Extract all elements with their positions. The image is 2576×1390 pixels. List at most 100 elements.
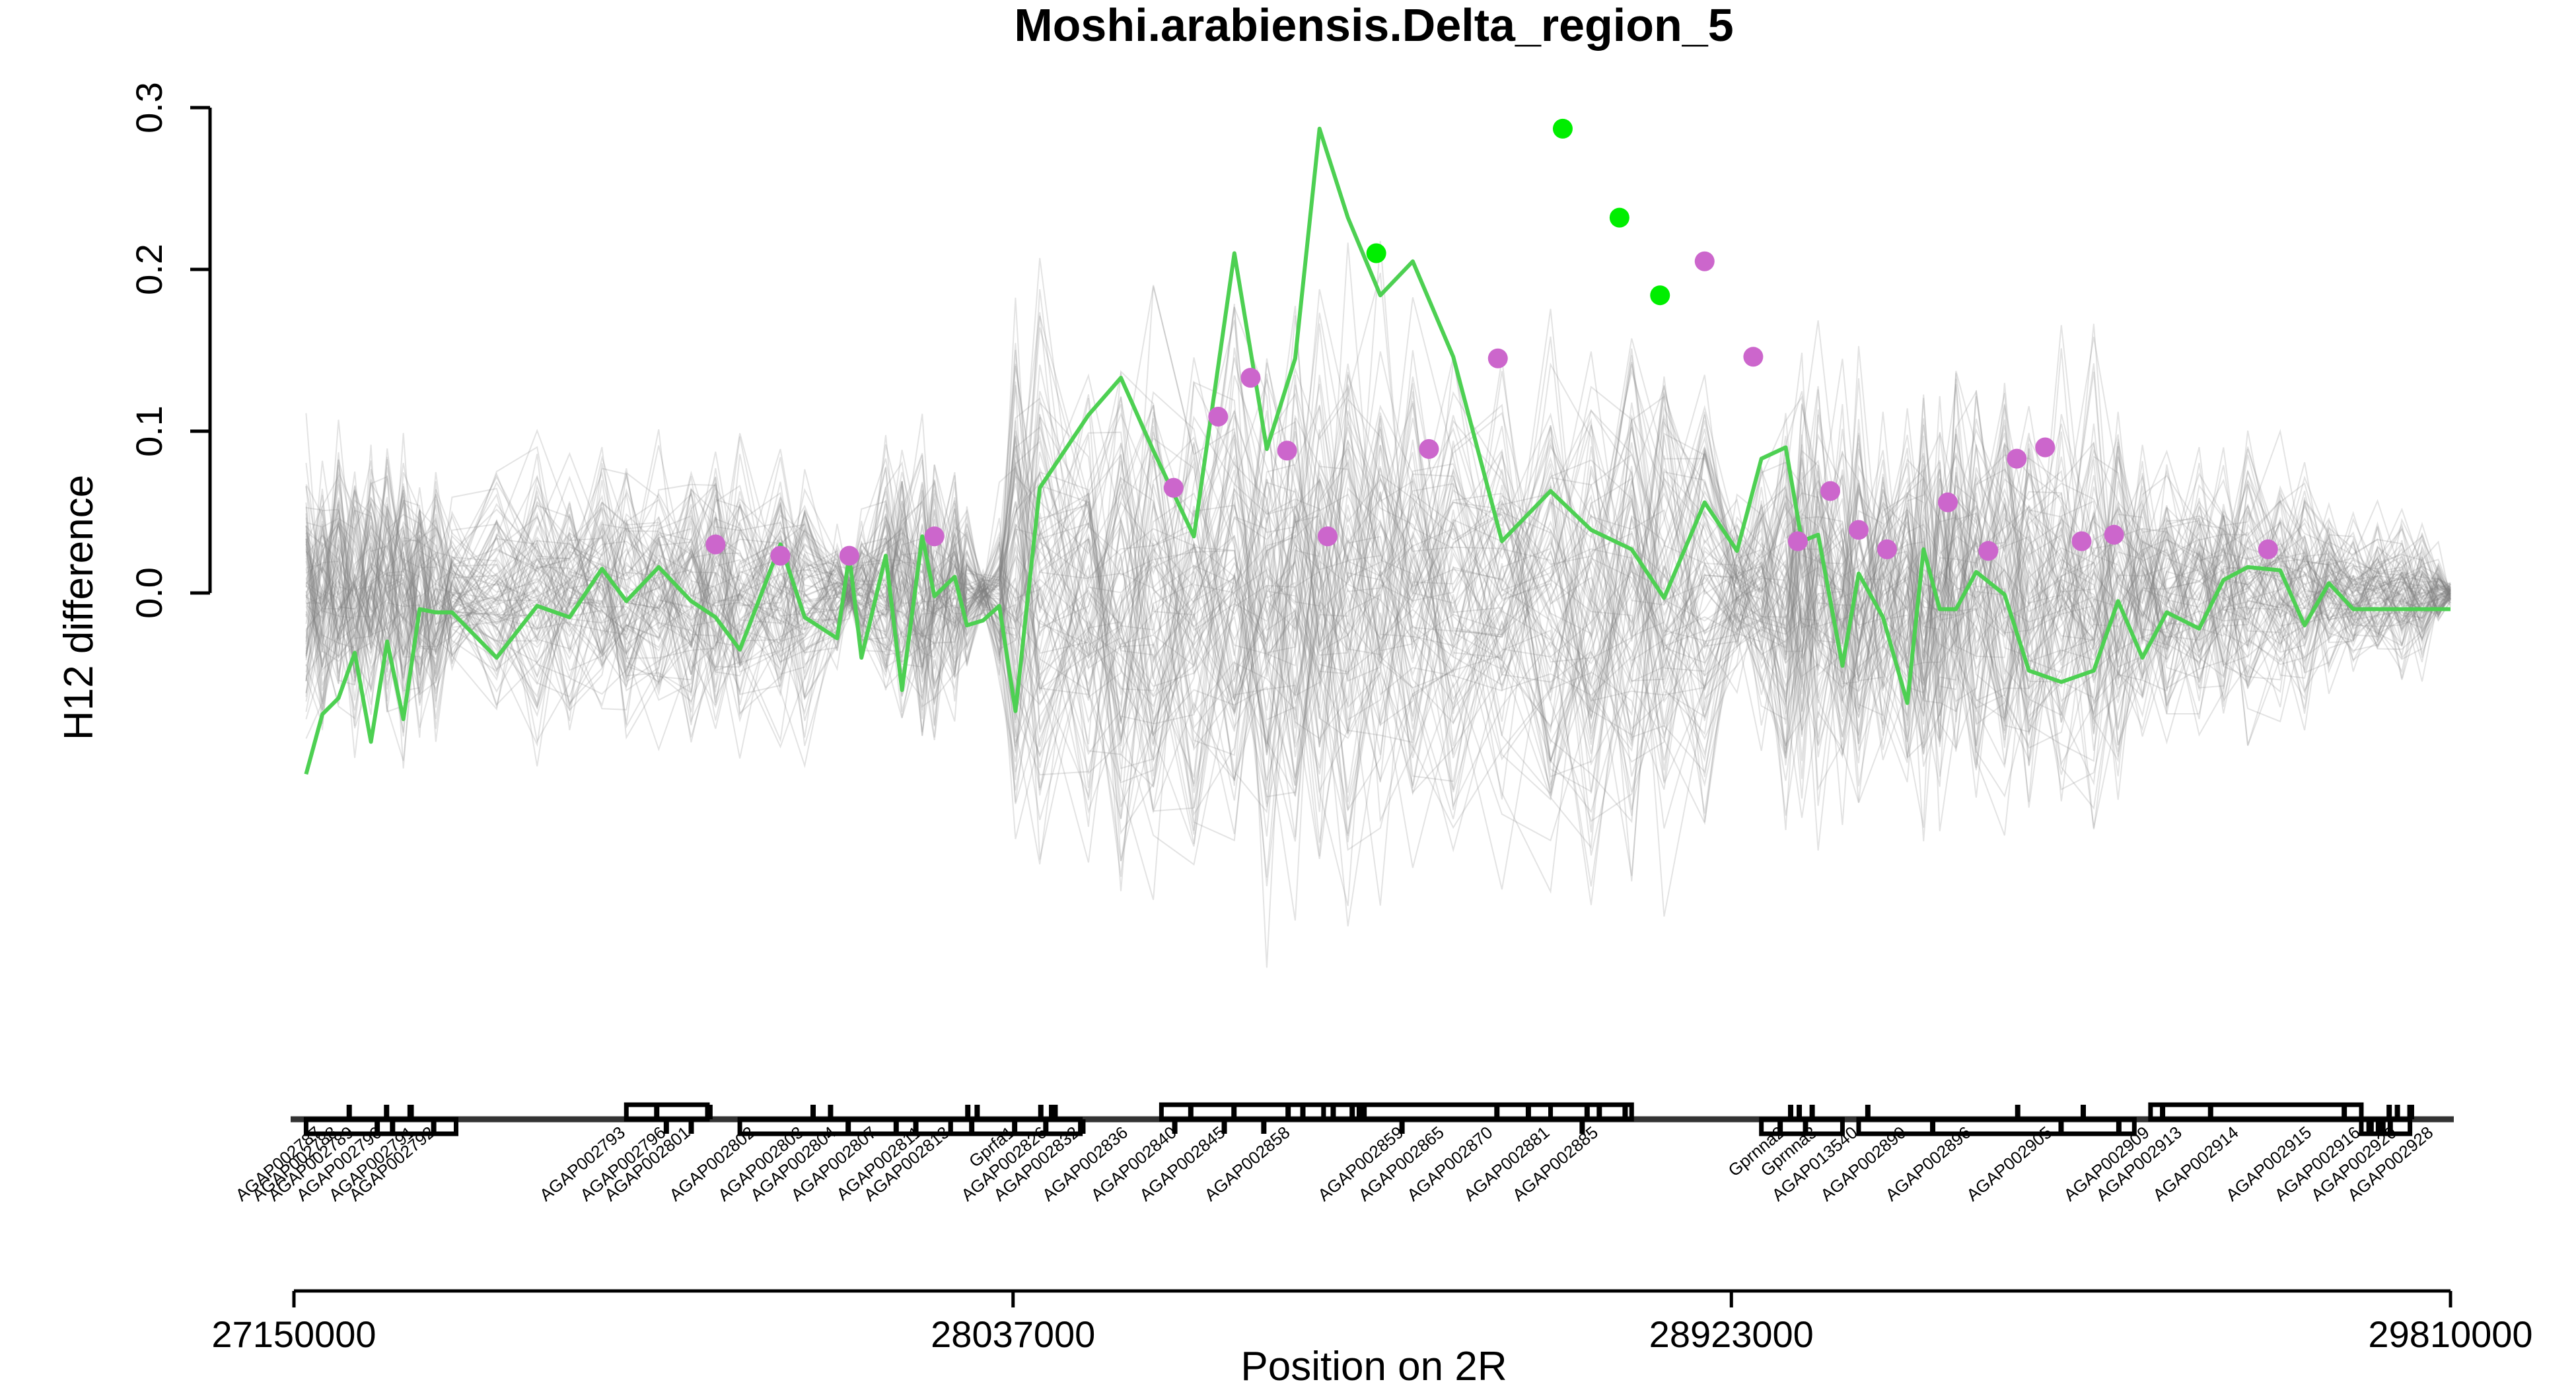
null-line	[305, 363, 2451, 868]
null-line	[305, 306, 2451, 860]
y-axis-label: H12 difference	[56, 475, 102, 740]
exon-mark	[2015, 1105, 2021, 1119]
null-line	[305, 376, 2451, 769]
x-tick-label: 28923000	[1649, 1313, 1814, 1355]
null-line	[305, 349, 2451, 823]
exon-mark	[390, 1119, 396, 1134]
gene-box	[303, 1117, 458, 1136]
gene-box	[2148, 1102, 2364, 1122]
significant-point	[2007, 448, 2027, 469]
null-line	[305, 351, 2451, 763]
exon-mark	[2407, 1105, 2413, 1119]
exon-mark	[2058, 1119, 2064, 1134]
null-line	[305, 357, 2451, 819]
null-line	[305, 374, 2451, 890]
null-line	[305, 419, 2451, 907]
null-line	[305, 312, 2451, 833]
significant-point	[1317, 526, 1338, 547]
null-line	[305, 414, 2451, 761]
significant-point	[1487, 348, 1508, 368]
exon-mark	[1285, 1105, 1291, 1119]
null-line	[305, 324, 2451, 747]
exon-mark	[1012, 1119, 1018, 1134]
exon-mark	[2160, 1105, 2166, 1119]
exon-mark	[845, 1119, 851, 1134]
peak-point	[1366, 243, 1386, 263]
exon-mark	[1221, 1119, 1227, 1134]
null-line	[305, 357, 2451, 878]
exon-mark	[707, 1105, 713, 1119]
exon-mark	[1579, 1119, 1585, 1134]
exon-mark	[2366, 1119, 2372, 1134]
null-line	[305, 289, 2451, 759]
significant-point	[1743, 347, 1764, 367]
null-distribution-lines	[305, 240, 2451, 968]
null-line	[305, 315, 2451, 786]
significant-point	[2071, 531, 2092, 551]
gene-box	[624, 1102, 710, 1122]
exon-mark	[1809, 1105, 1815, 1119]
exon-mark	[1399, 1119, 1405, 1134]
null-line	[305, 285, 2451, 837]
exon-mark	[1356, 1105, 1362, 1119]
exon-mark	[2080, 1105, 2086, 1119]
null-line	[305, 308, 2451, 737]
exon-mark	[1330, 1105, 1336, 1119]
exon-mark	[1584, 1105, 1590, 1119]
exon-mark	[2375, 1119, 2381, 1134]
null-line	[305, 297, 2451, 857]
significant-point	[1694, 251, 1715, 271]
exon-mark	[1300, 1105, 1306, 1119]
y-tick-label: 0.2	[128, 244, 170, 295]
exon-mark	[688, 1119, 694, 1134]
null-line	[305, 370, 2451, 808]
peak-point	[1609, 207, 1629, 228]
exon-mark	[346, 1105, 352, 1119]
y-tick-label: 0.1	[128, 405, 170, 457]
chart-title: Moshi.arabiensis.Delta_region_5	[1014, 0, 1733, 51]
exon-mark	[408, 1105, 414, 1119]
exon-mark	[2380, 1119, 2386, 1134]
significant-point	[1937, 492, 1958, 512]
exon-mark	[2207, 1105, 2213, 1119]
x-tick-label: 27150000	[211, 1313, 376, 1355]
peak-point	[1650, 285, 1670, 306]
null-line	[306, 286, 2451, 777]
null-line	[305, 411, 2451, 793]
gene-box	[1856, 1117, 2137, 1136]
null-line	[305, 348, 2451, 862]
exon-mark	[1172, 1119, 1178, 1134]
null-line	[305, 343, 2451, 786]
null-line	[305, 296, 2451, 842]
null-line	[305, 374, 2451, 887]
exon-mark	[965, 1105, 971, 1119]
exon-mark	[1525, 1105, 1531, 1119]
exon-mark	[1231, 1105, 1237, 1119]
exon-mark	[1596, 1105, 1602, 1119]
gene-box	[1759, 1117, 1845, 1136]
significant-point	[1787, 531, 1808, 551]
significant-point	[839, 545, 859, 566]
exon-mark	[1049, 1105, 1055, 1119]
null-line	[305, 363, 2451, 814]
significant-point	[705, 534, 726, 555]
null-line	[305, 384, 2451, 822]
exon-mark	[1865, 1105, 1871, 1119]
significant-point	[1208, 406, 1229, 427]
exon-mark	[1261, 1119, 1267, 1134]
null-line	[305, 412, 2451, 866]
null-line	[305, 363, 2451, 849]
null-line	[305, 391, 2451, 835]
gene-box	[2359, 1117, 2413, 1136]
null-line	[305, 258, 2451, 877]
null-line	[305, 378, 2451, 847]
null-line	[305, 359, 2451, 917]
exon-mark	[1803, 1119, 1808, 1134]
exon-mark	[1080, 1119, 1086, 1134]
null-line	[305, 365, 2451, 782]
x-tick-label: 29810000	[2368, 1313, 2532, 1355]
null-line	[305, 304, 2451, 968]
null-line	[305, 385, 2451, 823]
